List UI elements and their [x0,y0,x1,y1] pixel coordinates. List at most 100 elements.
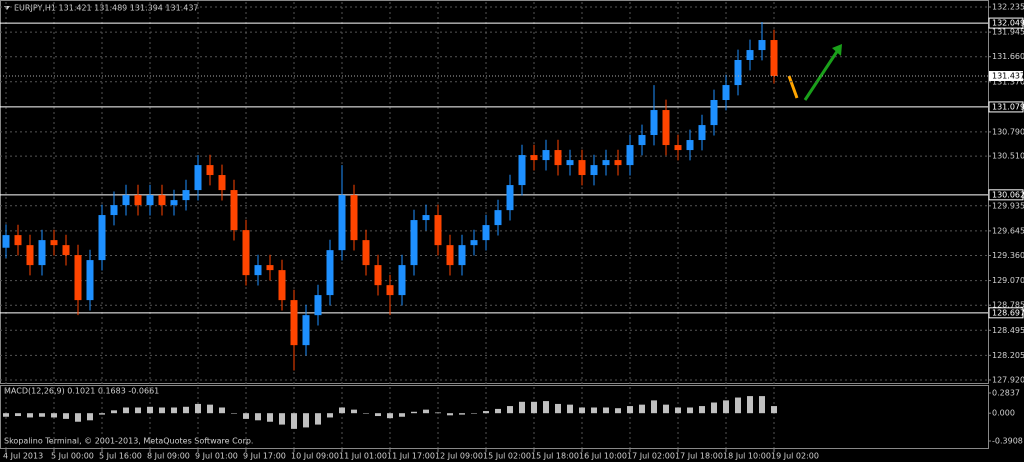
candle-body [62,245,70,256]
candle-body [194,165,202,191]
x-tick-label: 11 Jul 01:00 [339,452,387,461]
level-label-box [988,17,1024,29]
macd-bar [375,413,381,417]
macd-bar [543,401,549,414]
macd-bar [195,403,201,414]
macd-bar [615,408,621,414]
macd-bar [483,411,489,414]
footer: Skopalino Terminal, © 2001-2013, MetaQuo… [4,437,253,446]
macd-bar [99,413,105,415]
candle-body [422,215,430,221]
y-tick-label: 129.935 [992,201,1024,210]
level-label: 128.697 [992,308,1024,317]
macd-pane-frame [0,385,989,449]
candle-body [398,265,406,296]
macd-bar [435,412,441,414]
candle-body [266,265,274,271]
candle-body [386,285,394,296]
candle-body [290,300,298,346]
macd-bar [159,407,165,414]
macd-bar [459,413,465,415]
macd-bar [207,404,213,414]
y-tick-label: 131.660 [992,52,1024,61]
level-label-box [988,307,1024,319]
y-tick-label: 130.790 [992,127,1024,136]
macd-bar [27,413,33,418]
candle-body [530,155,538,161]
candle-body [746,50,754,60]
macd-bar [711,402,717,414]
candle-body [674,145,682,151]
y-tick-label: 129.360 [992,251,1024,260]
candle-body [554,150,562,166]
macd-bar [51,413,57,418]
macd-bar [663,404,669,414]
macd-bar [327,413,333,418]
x-tick-label: 10 Jul 09:00 [291,452,339,461]
macd-bar [171,407,177,414]
x-tick-label: 16 Jul 10:00 [579,452,627,461]
candle-body [758,40,766,51]
y-tick-label: 128.205 [992,351,1024,360]
macd-bar [471,413,477,414]
macd-bar [735,397,741,414]
macd-bar [39,413,45,417]
macd-bar [183,406,189,414]
candle-body [230,190,238,231]
candle-body [14,235,22,246]
candle-body [482,225,490,241]
macd-bar [243,413,249,419]
macd-bar [591,407,597,414]
pullback-line [787,75,799,99]
y-tick-label: 0.2837 [992,388,1020,397]
y-tick-label: 130.510 [992,152,1024,161]
candle-body [602,160,610,166]
trend-arrow [803,49,840,101]
macd-bar [339,407,345,414]
macd-bar [531,401,537,414]
macd-bar [603,407,609,414]
candle-body [374,265,382,286]
macd-bar [399,413,405,417]
y-tick-label: 132.235 [992,3,1024,12]
x-tick-label: 17 Jul 18:00 [675,452,723,461]
macd-bar [759,396,765,414]
trend-arrow-head [832,44,842,56]
macd-bar [639,404,645,414]
macd-bar [579,407,585,414]
macd-bar [219,407,225,414]
macd-bar [495,408,501,414]
y-tick-label: 128.495 [992,326,1024,335]
candle-body [722,85,730,101]
candle-body [254,265,262,276]
candle-body [2,235,10,248]
macd-bar [123,407,129,414]
macd-bar [279,413,285,425]
macd-bar [675,407,681,414]
macd-bar [291,413,297,429]
candle-body [614,160,622,166]
macd-bar [231,413,237,414]
x-tick-label: 5 Jul 00:00 [51,452,94,461]
last-price-box [989,70,1023,81]
y-tick-label: 131.370 [992,77,1024,86]
candle-body [218,175,226,191]
candle-body [710,100,718,126]
macd-bar [687,407,693,414]
x-tick-label: 15 Jul 18:00 [531,452,579,461]
candle-body [38,240,46,266]
candle-body [650,110,658,136]
x-tick-label: 5 Jul 16:00 [99,452,142,461]
candle-body [98,215,106,261]
macd-bar [771,406,777,414]
candle-body [542,150,550,161]
candle-body [86,260,94,301]
candle-body [146,195,154,206]
candle-body [578,160,586,176]
x-tick-label: 11 Jul 17:00 [387,452,435,461]
macd-bar [3,413,9,417]
candle-body [26,245,34,266]
candle-body [662,110,670,146]
macd-bar [423,409,429,414]
macd-bar [87,413,93,421]
